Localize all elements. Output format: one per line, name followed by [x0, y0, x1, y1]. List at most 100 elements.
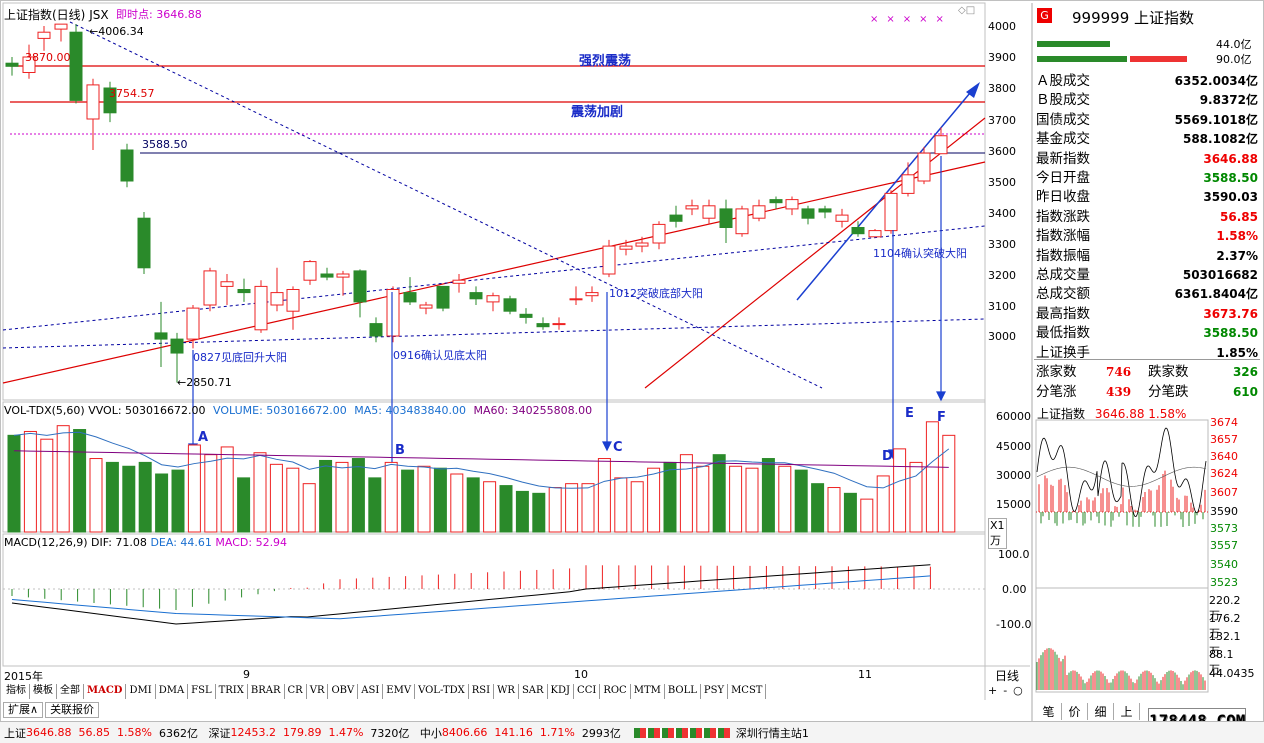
detail-tabbar[interactable]: 笔 价 细 上 [1036, 703, 1140, 720]
quote-row: 最新指数 3646.88 [1036, 150, 1258, 167]
quote-row: 总成交额 6361.8404亿 [1036, 286, 1258, 303]
intraday-header: 上证指数 3646.88 1.58% [1037, 407, 1187, 421]
indicator-tab-vol-tdx[interactable]: VOL-TDX [415, 684, 469, 699]
trend-line-red [2, 161, 986, 384]
volume-bar-red [1130, 56, 1187, 62]
chart-canvas[interactable] [0, 0, 1264, 721]
indicator-tab-vr[interactable]: VR [307, 684, 329, 699]
chart-code: JSX [89, 8, 109, 22]
downtrend-line [69, 21, 823, 389]
row-up-count: 涨家数 746 跌家数 326 [1036, 364, 1258, 380]
volume-series [7, 421, 956, 533]
quote-row: 昨日收盘 3590.03 [1036, 189, 1258, 206]
point-d: D [882, 449, 893, 464]
point-c: C [613, 440, 623, 455]
level-label-3588: 3588.50 [142, 138, 188, 151]
volume-bar-green [1037, 41, 1110, 47]
indicator-tab-fsl[interactable]: FSL [188, 684, 216, 699]
quote-row: Ｂ股成交 9.8372亿 [1036, 92, 1258, 109]
note-1104: 1104确认突破大阳 [873, 247, 967, 260]
chart-header: 上证指数(日线) JSX 即时点: 3646.88 [4, 6, 202, 23]
quote-row: 最低指数 3588.50 [1036, 325, 1258, 342]
quote-row: Ａ股成交 6352.0034亿 [1036, 73, 1258, 89]
zone-label-strong: 强烈震荡 [579, 54, 632, 69]
quote-panel: G 999999 上证指数 44.0亿 90.0亿 Ａ股成交 6352.0034亿… [1034, 8, 1260, 400]
point-f: F [937, 410, 946, 425]
market-bars-icon [633, 727, 730, 738]
kline-panel[interactable] [2, 2, 1033, 721]
quote-title: 999999 上证指数 [1072, 9, 1195, 27]
indicator-tab-psy[interactable]: PSY [701, 684, 729, 699]
quote-row: 上证换手 1.85% [1036, 344, 1258, 361]
tab-ticks[interactable]: 笔 [1036, 703, 1062, 720]
intraday-panel[interactable] [1035, 419, 1209, 693]
marker-stars: ××××× [870, 14, 952, 25]
note-1012: 1012突破底部大阳 [609, 287, 703, 300]
quote-row: 最高指数 3673.76 [1036, 305, 1258, 322]
zoom-controls[interactable]: +-○ [988, 684, 1029, 697]
indicator-tab-cci[interactable]: CCI [574, 684, 601, 699]
candlestick-series [5, 23, 948, 383]
panel-controls-icon[interactable]: ◇□ [958, 5, 976, 16]
indicator-tab-boll[interactable]: BOLL [665, 684, 701, 699]
note-0827: 0827见底回升大阳 [193, 351, 287, 364]
note-0916: 0916确认见底太阳 [393, 349, 487, 362]
indicator-tab-brar[interactable]: BRAR [248, 684, 285, 699]
chart-title: 上证指数(日线) [4, 8, 86, 22]
status-bar: 上证 3646.88 56.85 1.58% 6362亿 深证 12453.2 17… [0, 721, 1264, 743]
tab-expand[interactable]: 扩展∧ [3, 702, 44, 718]
tab-detail[interactable]: 细 [1088, 703, 1114, 720]
tab-up[interactable]: 上 [1114, 703, 1140, 720]
indicator-tab-kdj[interactable]: KDJ [548, 684, 575, 699]
indicator-tabbar[interactable]: 指标 模板 全部 MACD DMI DMA FSL TRIX BRAR CR VR OBV ASI EMV… [3, 684, 767, 699]
high-label: ←4006.34 [89, 25, 144, 38]
tab-related-quotes[interactable]: 关联报价 [45, 702, 100, 718]
indicator-tab-roc[interactable]: ROC [600, 684, 631, 699]
vol-ma5-line [13, 431, 950, 489]
tab-price[interactable]: 价 [1062, 703, 1088, 720]
indicator-tab-asi[interactable]: ASI [358, 684, 384, 699]
quote-row: 指数涨幅 1.58% [1036, 228, 1258, 245]
realtime-label: 即时点: 3646.88 [116, 8, 202, 21]
indicator-tab-rsi[interactable]: RSI [469, 684, 495, 699]
macd-histogram [11, 565, 931, 610]
sub-tabbar[interactable]: 扩展∧ 关联报价 [3, 702, 101, 718]
indicator-tab-mtm[interactable]: MTM [631, 684, 665, 699]
indicator-tab-指标[interactable]: 指标 [3, 684, 30, 699]
channel-line-lower [2, 318, 986, 349]
badge-icon: G [1037, 8, 1052, 23]
period-label[interactable]: 日线 [995, 669, 1020, 683]
indicator-tab-全部[interactable]: 全部 [57, 684, 84, 699]
row-tick-count: 分笔涨 439 分笔跌 610 [1036, 384, 1258, 400]
quote-row: 国债成交 5569.1018亿 [1036, 111, 1258, 128]
level-label-3870: 3870.00 [25, 51, 71, 64]
indicator-tab-模板[interactable]: 模板 [30, 684, 57, 699]
indicator-tab-mcst[interactable]: MCST [728, 684, 767, 699]
channel-line-upper [2, 225, 986, 331]
quote-row: 总成交量 503016682 [1036, 267, 1258, 283]
indicator-tab-sar[interactable]: SAR [519, 684, 548, 699]
point-e: E [905, 406, 914, 421]
low-label: ←2850.71 [177, 376, 232, 389]
quote-row: 指数涨跌 56.85 [1036, 208, 1258, 225]
indicator-tab-dma[interactable]: DMA [156, 684, 189, 699]
macd-header: MACD(12,26,9) DIF: 71.08 DEA: 44.61 MACD… [4, 536, 288, 549]
indicator-tab-obv[interactable]: OBV [328, 684, 359, 699]
macd-dif-line [11, 564, 931, 625]
point-b: B [395, 443, 405, 458]
indicator-tab-macd[interactable]: MACD [84, 684, 127, 699]
quote-row: 指数振幅 2.37% [1036, 247, 1258, 264]
indicator-tab-cr[interactable]: CR [285, 684, 307, 699]
indicator-tab-trix[interactable]: TRIX [216, 684, 248, 699]
volume-header: VOL-TDX(5,60) VVOL: 503016672.00 VOLUME:… [4, 404, 593, 417]
indicator-tab-dmi[interactable]: DMI [126, 684, 156, 699]
volume-bar-green-2 [1037, 56, 1127, 62]
level-label-3754: 3754.57 [109, 87, 155, 100]
indicator-tab-wr[interactable]: WR [494, 684, 519, 699]
indicator-tab-emv[interactable]: EMV [383, 684, 416, 699]
vol-ma60-line [13, 450, 949, 468]
quote-row: 基金成交 588.1082亿 [1036, 131, 1258, 148]
quote-row: 今日开盘 3588.50 [1036, 170, 1258, 186]
zone-label-intensify: 震荡加剧 [571, 105, 624, 120]
macd-dea-line [11, 575, 931, 620]
